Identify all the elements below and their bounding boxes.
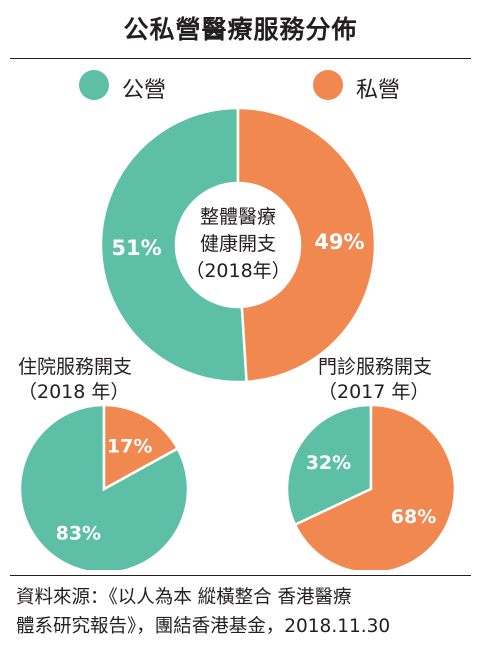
donut-center-line-3: （2018年） <box>185 260 290 282</box>
source-note: 資料來源：《以人為本 縱橫整合 香港醫療 體系研究報告》，團結香港基金，2018… <box>16 583 471 641</box>
source-line2: 體系研究報告》，團結香港基金，2018.11.30 <box>16 616 391 637</box>
legend-swatch-public <box>79 70 109 100</box>
legend-swatch-private <box>313 70 343 100</box>
inpatient-label-public: 83% <box>56 522 101 544</box>
source-line1: 資料來源：《以人為本 縱橫整合 香港醫療 <box>16 587 352 608</box>
inpatient-title-line2: （2018 年） <box>18 381 130 403</box>
inpatient-slice-public <box>18 403 190 570</box>
legend-label-public: 公營 <box>122 78 167 103</box>
outpatient-title-line1: 門診服務開支 <box>318 356 433 378</box>
overall-label-private: 49% <box>314 230 364 254</box>
legend: 公營 私營 <box>0 62 481 110</box>
overall-slice-private <box>236 106 377 384</box>
outpatient-chart-title: 門診服務開支 （2017 年） <box>318 355 432 405</box>
outpatient-slice-public <box>285 403 373 527</box>
source-divider <box>10 575 471 576</box>
outpatient-label-private: 68% <box>391 506 436 528</box>
donut-center-line-1: 整體醫療 <box>200 206 276 228</box>
legend-label-private: 私營 <box>356 78 401 103</box>
page-title: 公私營醫療服務分佈 <box>123 15 358 44</box>
inpatient-title-line1: 住院服務開支 <box>18 356 133 378</box>
overall-label-public: 51% <box>111 236 161 260</box>
outpatient-title-line2: （2017 年） <box>318 381 430 403</box>
outpatient-label-public: 32% <box>306 452 351 474</box>
outpatient-slice-private <box>293 403 457 570</box>
inpatient-label-private: 17% <box>107 436 152 458</box>
inpatient-slice-private <box>102 403 180 492</box>
overall-slice-public <box>99 106 248 384</box>
title-divider <box>10 58 471 59</box>
inpatient-chart-title: 住院服務開支 （2018 年） <box>18 355 132 405</box>
donut-center-line-2: 健康開支 <box>200 233 276 255</box>
